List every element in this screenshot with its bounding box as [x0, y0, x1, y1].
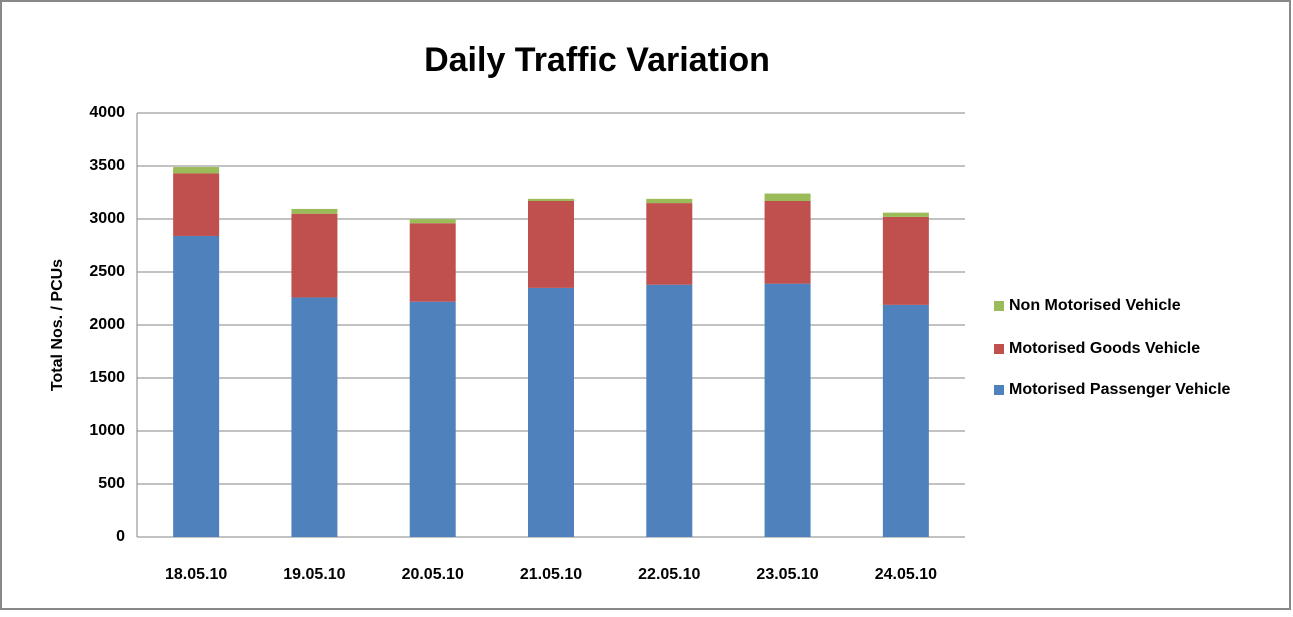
- legend-swatch: [994, 385, 1004, 395]
- bar-segment: [528, 198, 574, 201]
- y-tick-label: 0: [116, 528, 125, 545]
- bar-segment: [882, 216, 929, 305]
- bar-segment: [291, 297, 338, 537]
- y-axis-label: Total Nos. / PCUs: [49, 259, 66, 391]
- x-tick-label: 23.05.10: [756, 566, 818, 583]
- y-tick-label: 1000: [89, 422, 125, 439]
- bar-segment: [173, 173, 220, 236]
- x-tick-label: 21.05.10: [520, 566, 582, 583]
- legend-label: Non Motorised Vehicle: [1009, 297, 1181, 314]
- y-tick-label: 2000: [89, 316, 125, 333]
- y-tick-label: 3000: [89, 210, 125, 227]
- bar-segment: [291, 213, 338, 298]
- bar-segment: [409, 219, 456, 224]
- bar-segment: [646, 284, 693, 537]
- y-tick-label: 1500: [89, 369, 125, 386]
- bar-segment: [646, 203, 693, 285]
- x-tick-label: 20.05.10: [402, 566, 464, 583]
- y-tick-label: 500: [98, 475, 125, 492]
- bar-segment: [764, 283, 811, 537]
- bar-segment: [764, 193, 811, 201]
- bar-segment: [173, 235, 220, 537]
- x-tick-label: 19.05.10: [283, 566, 345, 583]
- bar-segment: [291, 208, 338, 214]
- y-tick-label: 3500: [89, 157, 125, 174]
- bar-segment: [409, 301, 456, 537]
- bar-segment: [882, 212, 929, 217]
- legend-swatch: [994, 344, 1004, 354]
- legend-label: Motorised Passenger Vehicle: [1009, 381, 1231, 398]
- chart-title: Daily Traffic Variation: [424, 41, 770, 79]
- bar-segment: [764, 200, 811, 284]
- bar-segment: [882, 304, 929, 537]
- bar-segment: [173, 167, 220, 174]
- bar-segment: [409, 223, 456, 302]
- y-tick-label: 4000: [89, 104, 125, 121]
- x-tick-label: 24.05.10: [875, 566, 937, 583]
- legend-label: Motorised Goods Vehicle: [1009, 340, 1200, 357]
- x-tick-label: 18.05.10: [165, 566, 227, 583]
- y-tick-label: 2500: [89, 263, 125, 280]
- legend-swatch: [994, 301, 1004, 311]
- x-tick-label: 22.05.10: [638, 566, 700, 583]
- bar-segment: [646, 198, 693, 204]
- bar-segment: [528, 200, 574, 288]
- bar-segment: [528, 287, 574, 537]
